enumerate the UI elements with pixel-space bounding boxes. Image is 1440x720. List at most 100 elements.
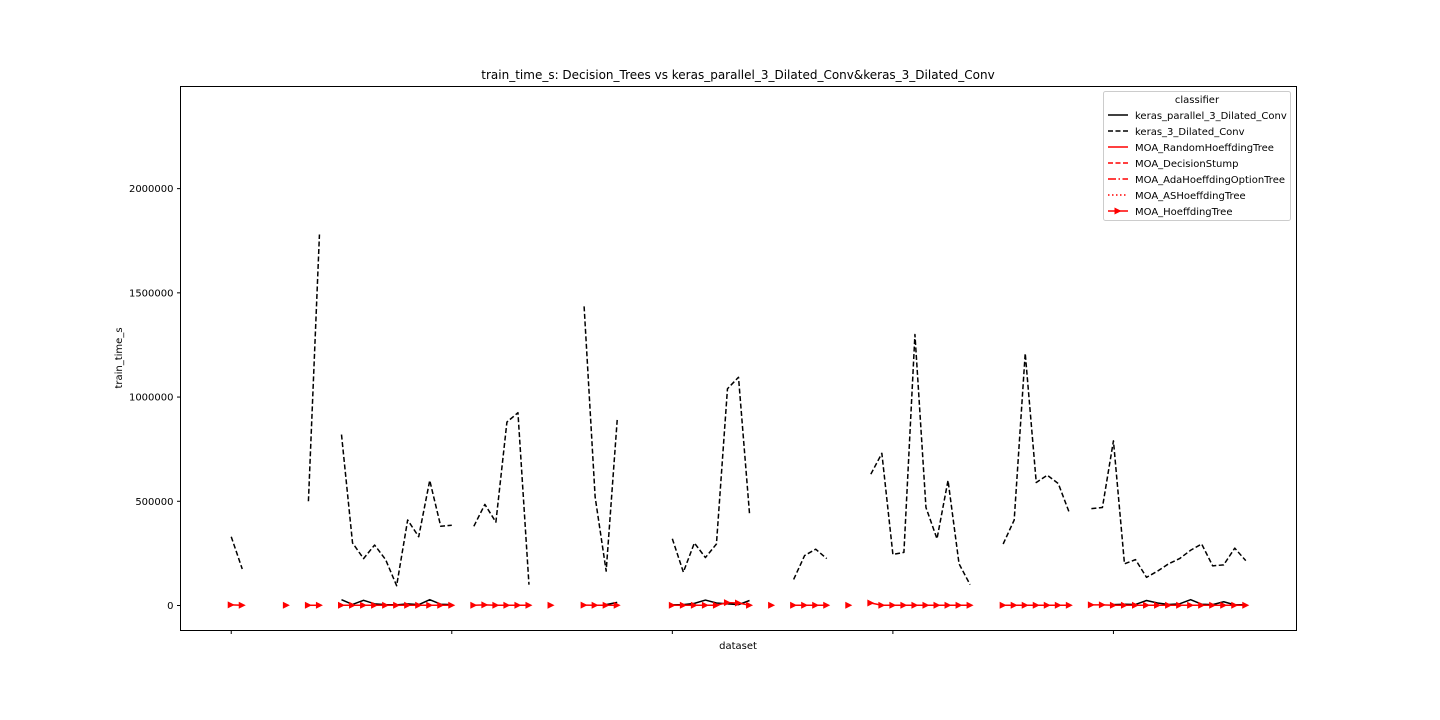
data-point: [944, 601, 952, 609]
data-point: [999, 601, 1007, 609]
legend-label-as-hoeffding: MOA_ASHoeffdingTree: [1135, 191, 1246, 202]
y-tick-label: 1000000: [129, 393, 174, 404]
data-point: [1231, 601, 1239, 609]
data-point: [503, 601, 511, 609]
data-point: [845, 601, 853, 609]
legend-label-keras-3: keras_3_Dilated_Conv: [1135, 127, 1245, 138]
y-axis-label: train_time_s: [114, 327, 125, 388]
data-point: [823, 601, 831, 609]
data-point: [613, 601, 621, 609]
data-point: [801, 601, 809, 609]
data-point: [282, 601, 290, 609]
chart-title: train_time_s: Decision_Trees vs keras_pa…: [481, 68, 994, 82]
data-point: [481, 601, 489, 609]
legend-label-decision-stump: MOA_DecisionStump: [1135, 159, 1238, 170]
data-point: [790, 601, 798, 609]
data-point: [404, 601, 412, 609]
series-line-keras-3-dilated-conv: [473, 411, 530, 585]
y-tick-label: 0: [167, 601, 173, 612]
data-point: [1010, 601, 1018, 609]
series-line-keras-3-dilated-conv: [1002, 352, 1071, 545]
series-line-keras-3-dilated-conv: [340, 434, 452, 587]
data-point: [1187, 601, 1195, 609]
series-moa-hoeffdingtree: [227, 599, 1250, 609]
data-point: [701, 601, 709, 609]
legend-title: classifier: [1175, 95, 1220, 106]
data-point: [735, 599, 742, 607]
series-layer: [227, 234, 1250, 609]
data-point: [1054, 601, 1062, 609]
data-point: [1120, 601, 1128, 609]
y-tick-label: 500000: [135, 497, 173, 508]
data-point: [1198, 601, 1206, 609]
data-point: [922, 601, 930, 609]
data-point: [591, 601, 599, 609]
data-point: [315, 601, 323, 609]
series-line-keras-3-dilated-conv: [671, 376, 751, 573]
data-point: [470, 601, 478, 609]
legend-box: [1103, 91, 1291, 221]
data-point: [426, 601, 434, 609]
legend-label-random-hoeffding: MOA_RandomHoeffdingTree: [1135, 143, 1274, 154]
data-point: [889, 601, 897, 609]
data-point: [1209, 601, 1217, 609]
data-point: [1043, 601, 1051, 609]
data-point: [1176, 601, 1184, 609]
data-point: [382, 601, 390, 609]
data-point: [1032, 601, 1040, 609]
x-axis: [230, 630, 1114, 634]
data-point: [867, 599, 875, 607]
data-point: [1143, 601, 1151, 609]
data-point: [349, 601, 357, 609]
x-axis-label: dataset: [719, 641, 757, 652]
data-point: [746, 601, 754, 609]
data-point: [338, 601, 345, 609]
data-point: [1098, 601, 1106, 609]
legend-label-keras-parallel: keras_parallel_3_Dilated_Conv: [1135, 111, 1287, 122]
data-point: [1021, 601, 1029, 609]
data-point: [1132, 601, 1139, 609]
data-point: [1109, 601, 1117, 609]
series-line-keras-3-dilated-conv: [1091, 440, 1247, 579]
y-tick-label: 2000000: [129, 184, 174, 195]
data-point: [712, 601, 720, 609]
data-point: [668, 601, 676, 609]
legend-label-hoeffding: MOA_HoeffdingTree: [1135, 207, 1233, 218]
data-point: [492, 601, 500, 609]
data-point: [1065, 601, 1073, 609]
data-point: [1220, 601, 1228, 609]
data-point: [1087, 601, 1095, 609]
data-point: [933, 601, 941, 609]
series-line-keras-3-dilated-conv: [792, 548, 828, 580]
data-point: [768, 601, 776, 609]
series-line-moa-hoeffdingtree: [870, 602, 971, 607]
plot-frame: [180, 86, 1297, 631]
data-point: [415, 601, 423, 609]
data-point: [679, 601, 687, 609]
data-point: [227, 601, 235, 609]
y-axis: 0 500000 1000000 1500000 2000000: [129, 184, 181, 612]
legend: classifier keras_parallel_3_Dilated_Conv…: [1103, 91, 1291, 221]
data-point: [812, 601, 820, 609]
data-point: [911, 601, 919, 609]
series-line-keras-3-dilated-conv: [230, 536, 243, 570]
series-keras-3-dilated-conv: [230, 234, 1247, 587]
data-point: [602, 601, 610, 609]
data-point: [1242, 601, 1250, 609]
data-point: [304, 601, 312, 609]
data-point: [900, 601, 908, 609]
data-point: [393, 601, 401, 609]
data-point: [238, 601, 246, 609]
data-point: [580, 601, 588, 609]
data-point: [371, 601, 379, 609]
legend-label-ada-hoeffding: MOA_AdaHoeffdingOptionTree: [1135, 175, 1285, 186]
series-line-keras-3-dilated-conv: [583, 306, 618, 572]
data-point: [525, 601, 533, 609]
data-point: [955, 601, 963, 609]
data-point: [437, 601, 445, 609]
data-point: [878, 601, 886, 609]
legend-marker-hoeffding: [1114, 207, 1122, 215]
data-point: [723, 599, 731, 607]
y-tick-label: 1500000: [129, 288, 174, 299]
